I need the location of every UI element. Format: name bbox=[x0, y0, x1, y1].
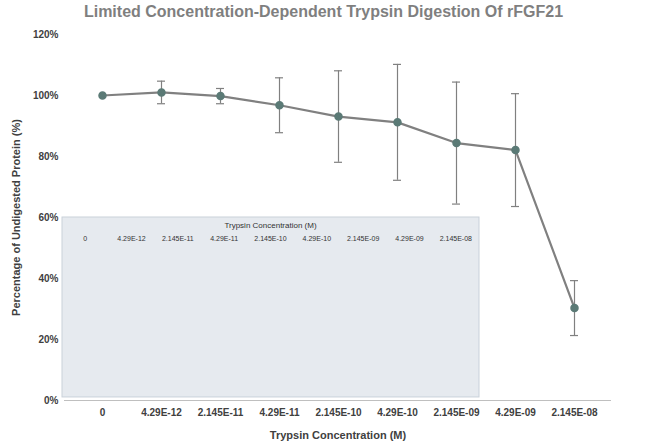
svg-text:4.29E-12: 4.29E-12 bbox=[141, 407, 182, 418]
svg-text:2.145E-09: 2.145E-09 bbox=[347, 235, 379, 242]
svg-text:120%: 120% bbox=[33, 29, 59, 40]
svg-text:0: 0 bbox=[100, 407, 106, 418]
svg-text:Trypsin Concentration (M): Trypsin Concentration (M) bbox=[224, 221, 317, 230]
svg-text:4.29E-09: 4.29E-09 bbox=[395, 235, 424, 242]
svg-text:4.29E-10: 4.29E-10 bbox=[303, 235, 332, 242]
svg-text:0%: 0% bbox=[44, 395, 59, 406]
svg-text:60%: 60% bbox=[38, 212, 58, 223]
html-text:Limited Concentration-Dependen: Limited Concentration-Dependent Trypsin … bbox=[83, 3, 564, 20]
svg-text:2.145E-11: 2.145E-11 bbox=[162, 235, 194, 242]
svg-text:40%: 40% bbox=[38, 273, 58, 284]
svg-text:2.145E-08: 2.145E-08 bbox=[440, 235, 472, 242]
svg-text:2.145E-09: 2.145E-09 bbox=[433, 407, 480, 418]
svg-text:4.29E-12: 4.29E-12 bbox=[117, 235, 146, 242]
svg-text:Trypsin Concentration (M): Trypsin Concentration (M) bbox=[270, 429, 407, 441]
svg-text:2.145E-08: 2.145E-08 bbox=[551, 407, 598, 418]
svg-text:0: 0 bbox=[83, 235, 87, 242]
svg-text:4.29E-11: 4.29E-11 bbox=[259, 407, 299, 418]
svg-text:4.29E-10: 4.29E-10 bbox=[377, 407, 418, 418]
svg-text:80%: 80% bbox=[38, 151, 58, 162]
svg-text:Percentage of Undigested Prote: Percentage of Undigested Protein (%) bbox=[10, 119, 22, 316]
svg-text:2.145E-11: 2.145E-11 bbox=[198, 407, 244, 418]
svg-text:20%: 20% bbox=[38, 334, 58, 345]
svg-text:4.29E-09: 4.29E-09 bbox=[495, 407, 536, 418]
svg-text:100%: 100% bbox=[33, 90, 59, 101]
svg-text:2.145E-10: 2.145E-10 bbox=[315, 407, 362, 418]
svg-text:2.145E-10: 2.145E-10 bbox=[254, 235, 286, 242]
svg-text:4.29E-11: 4.29E-11 bbox=[210, 235, 238, 242]
